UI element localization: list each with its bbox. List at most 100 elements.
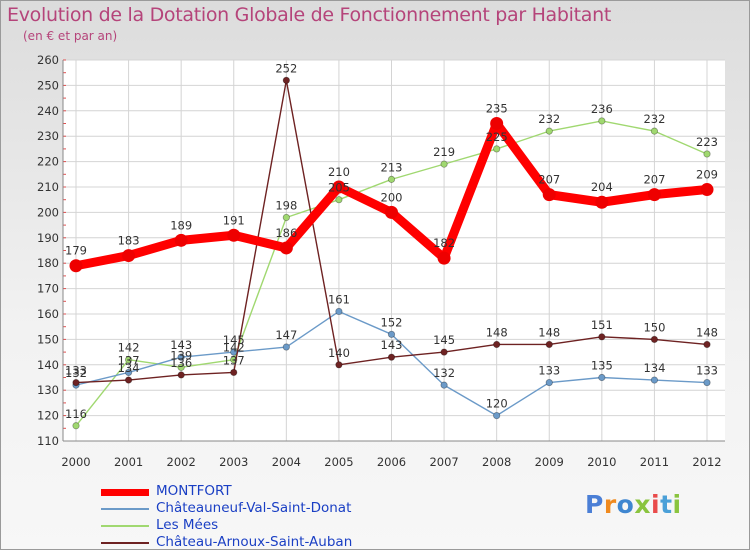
series-chateauneuf-point [703,378,711,387]
y-tick-label: 110 [37,434,59,448]
series-montfort-point [542,188,556,202]
series-montfort-data-label: 210 [328,165,350,179]
series-montfort-point [122,249,136,263]
series-chateauneuf-data-label: 161 [328,292,350,306]
series-les-mees-data-label: 139 [170,348,192,362]
x-tick-label: 2004 [272,455,301,469]
series-montfort-point [279,241,293,255]
y-tick-label: 160 [37,307,59,321]
logo-letter: r [603,490,617,519]
proxiti-logo: Proxiti [585,490,682,519]
series-chateau-arnoux-data-label: 148 [696,325,718,339]
series-chateauneuf-data-label: 145 [223,333,245,347]
legend-item-chateau-arnoux: Château-Arnoux-Saint-Auban [101,534,421,550]
series-les-mees-point [335,196,343,204]
series-chateau-arnoux-data-label: 140 [328,346,350,360]
y-tick-label: 180 [37,256,59,270]
series-chateauneuf-point [598,373,606,382]
series-chateauneuf-data-label: 120 [486,397,508,411]
series-chateau-arnoux-point [598,333,606,341]
series-les-mees-data-label: 223 [696,135,718,149]
series-montfort-point [595,195,609,209]
series-les-mees-point [440,160,448,168]
legend-label: Château-Arnoux-Saint-Auban [156,534,353,550]
legend-label: Châteauneuf-Val-Saint-Donat [156,500,352,516]
series-chateauneuf-point [493,411,501,420]
y-tick-label: 130 [37,383,59,397]
y-tick-label: 150 [37,332,59,346]
series-chateauneuf-data-label: 152 [381,315,403,329]
series-les-mees-point [177,363,185,371]
series-chateau-arnoux-point [124,376,133,384]
legend-label: Les Mées [156,517,219,533]
series-chateauneuf-point [335,307,343,316]
series-montfort-data-label: 183 [118,234,140,248]
series-les-mees-point [72,422,80,430]
series-montfort-data-label: 235 [486,102,508,116]
logo-letter: i [672,490,682,519]
x-tick-label: 2010 [587,455,616,469]
series-chateauneuf-data-label: 143 [170,338,192,352]
series-chateau-arnoux-data-label: 148 [538,325,560,339]
series-chateauneuf-data-label: 133 [696,364,718,378]
series-montfort-data-label: 182 [433,236,455,250]
axes: 110 120 130 140 150 160 170 180 190 200 210 220 230 2… [37,53,725,469]
series-chateau-arnoux-data-label: 252 [275,61,297,75]
series-montfort-point [647,188,661,202]
legend-swatch [101,525,149,527]
y-tick-label: 220 [37,155,59,169]
series-les-mees-data-label: 142 [223,341,245,355]
series-chateauneuf-point [545,378,553,387]
logo-letter: P [585,490,604,519]
series-lines [69,76,714,430]
series-montfort-point [174,233,188,247]
series-chateauneuf-data-label: 132 [433,366,455,380]
logo-letter: o [616,490,635,519]
series-chateau-arnoux-point [650,335,659,343]
legend-swatch [101,489,149,496]
series-chateau-arnoux-point [440,348,448,356]
series-montfort-data-label: 189 [170,218,192,232]
series-les-mees-point [598,117,606,125]
grid-lines [63,59,725,442]
series-les-mees-data-label: 236 [591,102,613,116]
series-montfort-point [69,259,83,273]
x-tick-label: 2001 [114,455,143,469]
series-montfort-data-label: 204 [591,180,613,194]
series-chateauneuf-data-label: 133 [538,364,560,378]
y-tick-label: 230 [37,129,59,143]
series-montfort-data-label: 209 [696,168,718,182]
series-chateau-arnoux-point [493,340,501,349]
series-les-mees-data-label: 213 [381,160,403,174]
y-tick-label: 250 [37,78,59,92]
y-tick-label: 240 [37,104,59,118]
series-les-mees-data-label: 205 [328,181,350,195]
series-chateauneuf-point [440,381,448,389]
legend: MONTFORT Châteauneuf-Val-Saint-Donat Les… [101,483,421,550]
x-tick-label: 2008 [482,455,511,469]
series-les-mees-point [387,175,396,183]
y-tick-label: 190 [37,231,59,245]
series-les-mees-point [703,150,711,158]
data-labels: 116 142 139 142 198 205 213 219 225 232 236 232 223 1… [65,61,718,420]
x-tick-label: 2009 [535,455,564,469]
series-chateau-arnoux-point [545,340,553,349]
x-tick-label: 2002 [167,455,196,469]
series-les-mees-data-label: 198 [275,198,297,212]
series-chateauneuf-point [282,343,290,351]
series-chateau-arnoux-point [703,340,711,349]
x-tick-label: 2005 [324,455,353,469]
plot-area [63,60,725,441]
series-montfort-point [700,183,714,197]
series-montfort-data-label: 186 [275,226,297,240]
series-chateau-arnoux-data-label: 145 [433,333,455,347]
series-les-mees-data-label: 232 [538,112,560,126]
legend-swatch [101,508,149,510]
series-chateau-arnoux-data-label: 143 [381,338,403,352]
chart-title: Evolution de la Dotation Globale de Fonc… [7,4,612,26]
y-tick-label: 120 [37,409,59,423]
series-chateau-arnoux-data-label: 133 [65,364,87,378]
y-tick-label: 200 [37,205,59,219]
